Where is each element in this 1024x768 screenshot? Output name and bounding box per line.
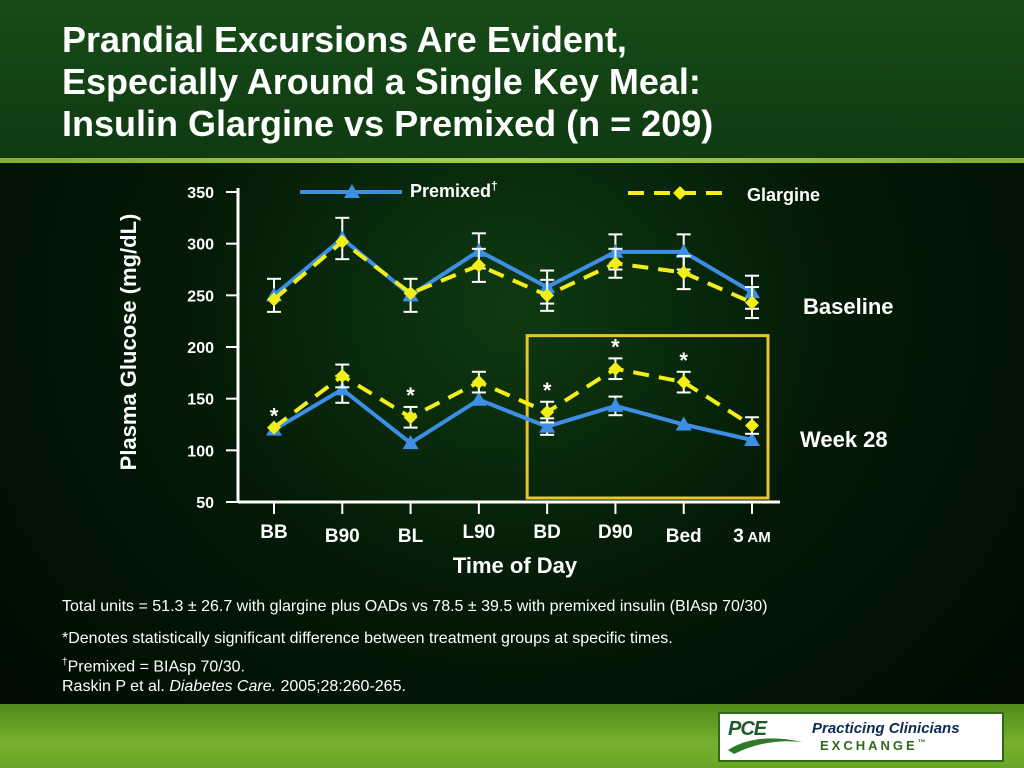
legend-glargine-label: Glargine bbox=[747, 185, 820, 205]
premixed-series-line bbox=[272, 235, 754, 298]
x-tick-label: D90 bbox=[598, 522, 633, 543]
y-tick-label: 250 bbox=[187, 288, 214, 305]
premixed-series-line bbox=[272, 386, 753, 446]
glargine-point bbox=[471, 375, 486, 390]
legend-dagger: † bbox=[491, 179, 498, 193]
title-divider bbox=[0, 158, 1024, 163]
significance-asterisk: * bbox=[406, 383, 415, 408]
y-tick-label: 50 bbox=[196, 495, 214, 512]
premixed-point bbox=[675, 243, 692, 258]
logo-abbreviation: PCE bbox=[728, 718, 767, 740]
significance-asterisk: * bbox=[679, 348, 688, 373]
glargine-point bbox=[471, 258, 486, 273]
y-tick-label: 350 bbox=[187, 185, 214, 202]
footnote-total-units: Total units = 51.3 ± 26.7 with glargine … bbox=[62, 598, 768, 615]
footnote-dagger: †Premixed = BIAsp 70/30. bbox=[62, 653, 245, 677]
logo-subtitle: EXCHANGE™ bbox=[820, 738, 926, 753]
swoosh-icon bbox=[728, 738, 802, 754]
x-tick-label: 3 AM bbox=[733, 526, 771, 547]
glargine-point bbox=[335, 368, 350, 383]
premixed-point bbox=[402, 435, 419, 450]
significance-asterisk: * bbox=[543, 378, 552, 403]
slide-title-line-2: Especially Around a Single Key Meal: bbox=[62, 61, 701, 102]
premixed-point bbox=[470, 391, 487, 406]
legend-glargine-marker bbox=[673, 186, 687, 200]
baseline-label: Baseline bbox=[803, 294, 894, 319]
glargine-point bbox=[745, 295, 759, 310]
glargine-point bbox=[267, 292, 281, 307]
footnote-citation: Raskin P et al. Diabetes Care. 2005;28:2… bbox=[62, 677, 406, 697]
premixed-point bbox=[675, 416, 692, 431]
premixed-point bbox=[607, 397, 624, 412]
glargine-series-line bbox=[272, 366, 754, 430]
title-banner bbox=[0, 0, 1024, 158]
footnote-dagger-text: Premixed = BIAsp 70/30. bbox=[67, 658, 245, 676]
x-tick-label: L90 bbox=[462, 522, 495, 543]
citation-authors: Raskin P et al. bbox=[62, 678, 170, 695]
citation-rest: 2005;28:260-265. bbox=[276, 678, 406, 695]
logo-name: Practicing Clinicians bbox=[812, 720, 960, 737]
x-axis-title: Time of Day bbox=[453, 553, 578, 578]
dagger-mark: † bbox=[62, 657, 68, 668]
x-tick-label: BB bbox=[260, 522, 287, 543]
glargine-point bbox=[608, 256, 623, 271]
slide-title-line-3: Insulin Glargine vs Premixed (n = 209) bbox=[62, 103, 714, 144]
glargine-series-line bbox=[272, 239, 753, 305]
glargine-point bbox=[540, 405, 555, 420]
y-tick-label: 100 bbox=[187, 443, 214, 460]
glucose-line-chart: 350 300 250 200 150 100 50 BB B90 BL L90 BD D90 Bed 3 … bbox=[116, 179, 894, 578]
significance-asterisk: * bbox=[611, 334, 620, 359]
glargine-point bbox=[403, 410, 418, 425]
glargine-point bbox=[540, 288, 555, 303]
glargine-point bbox=[745, 418, 759, 433]
glargine-point bbox=[403, 286, 418, 301]
slide-title-line-1: Prandial Excursions Are Evident, bbox=[62, 19, 627, 60]
significance-asterisk: * bbox=[270, 404, 279, 429]
glargine-point bbox=[676, 265, 691, 280]
x-tick-suffix: AM bbox=[744, 529, 771, 546]
glargine-point bbox=[676, 375, 691, 390]
premixed-point bbox=[744, 432, 760, 446]
premixed-point bbox=[334, 381, 351, 396]
week28-label: Week 28 bbox=[800, 427, 888, 452]
pce-logo: PCE Practicing Clinicians EXCHANGE™ bbox=[718, 712, 1004, 762]
y-axis-title: Plasma Glucose (mg/dL) bbox=[116, 214, 141, 471]
legend-premixed-marker bbox=[344, 184, 360, 198]
citation-journal: Diabetes Care. bbox=[169, 678, 277, 695]
footnote-asterisk: *Denotes statistically significant diffe… bbox=[62, 630, 673, 647]
y-tick-label: 300 bbox=[187, 237, 214, 254]
x-tick-label: B90 bbox=[325, 526, 360, 547]
glargine-point bbox=[335, 234, 350, 249]
premixed-point bbox=[539, 418, 556, 433]
y-tick-label: 200 bbox=[187, 340, 214, 357]
logo-sub-text: EXCHANGE bbox=[820, 738, 918, 753]
x-tick-label: Bed bbox=[666, 526, 702, 547]
logo-tm: ™ bbox=[917, 738, 926, 747]
glargine-point bbox=[608, 361, 623, 376]
legend-premixed-label: Premixed† bbox=[410, 179, 498, 201]
x-tick-label: BL bbox=[398, 526, 424, 547]
x-tick-label: BD bbox=[533, 522, 560, 543]
highlight-box bbox=[525, 334, 770, 500]
y-tick-label: 150 bbox=[187, 392, 214, 409]
glargine-point bbox=[267, 420, 281, 435]
